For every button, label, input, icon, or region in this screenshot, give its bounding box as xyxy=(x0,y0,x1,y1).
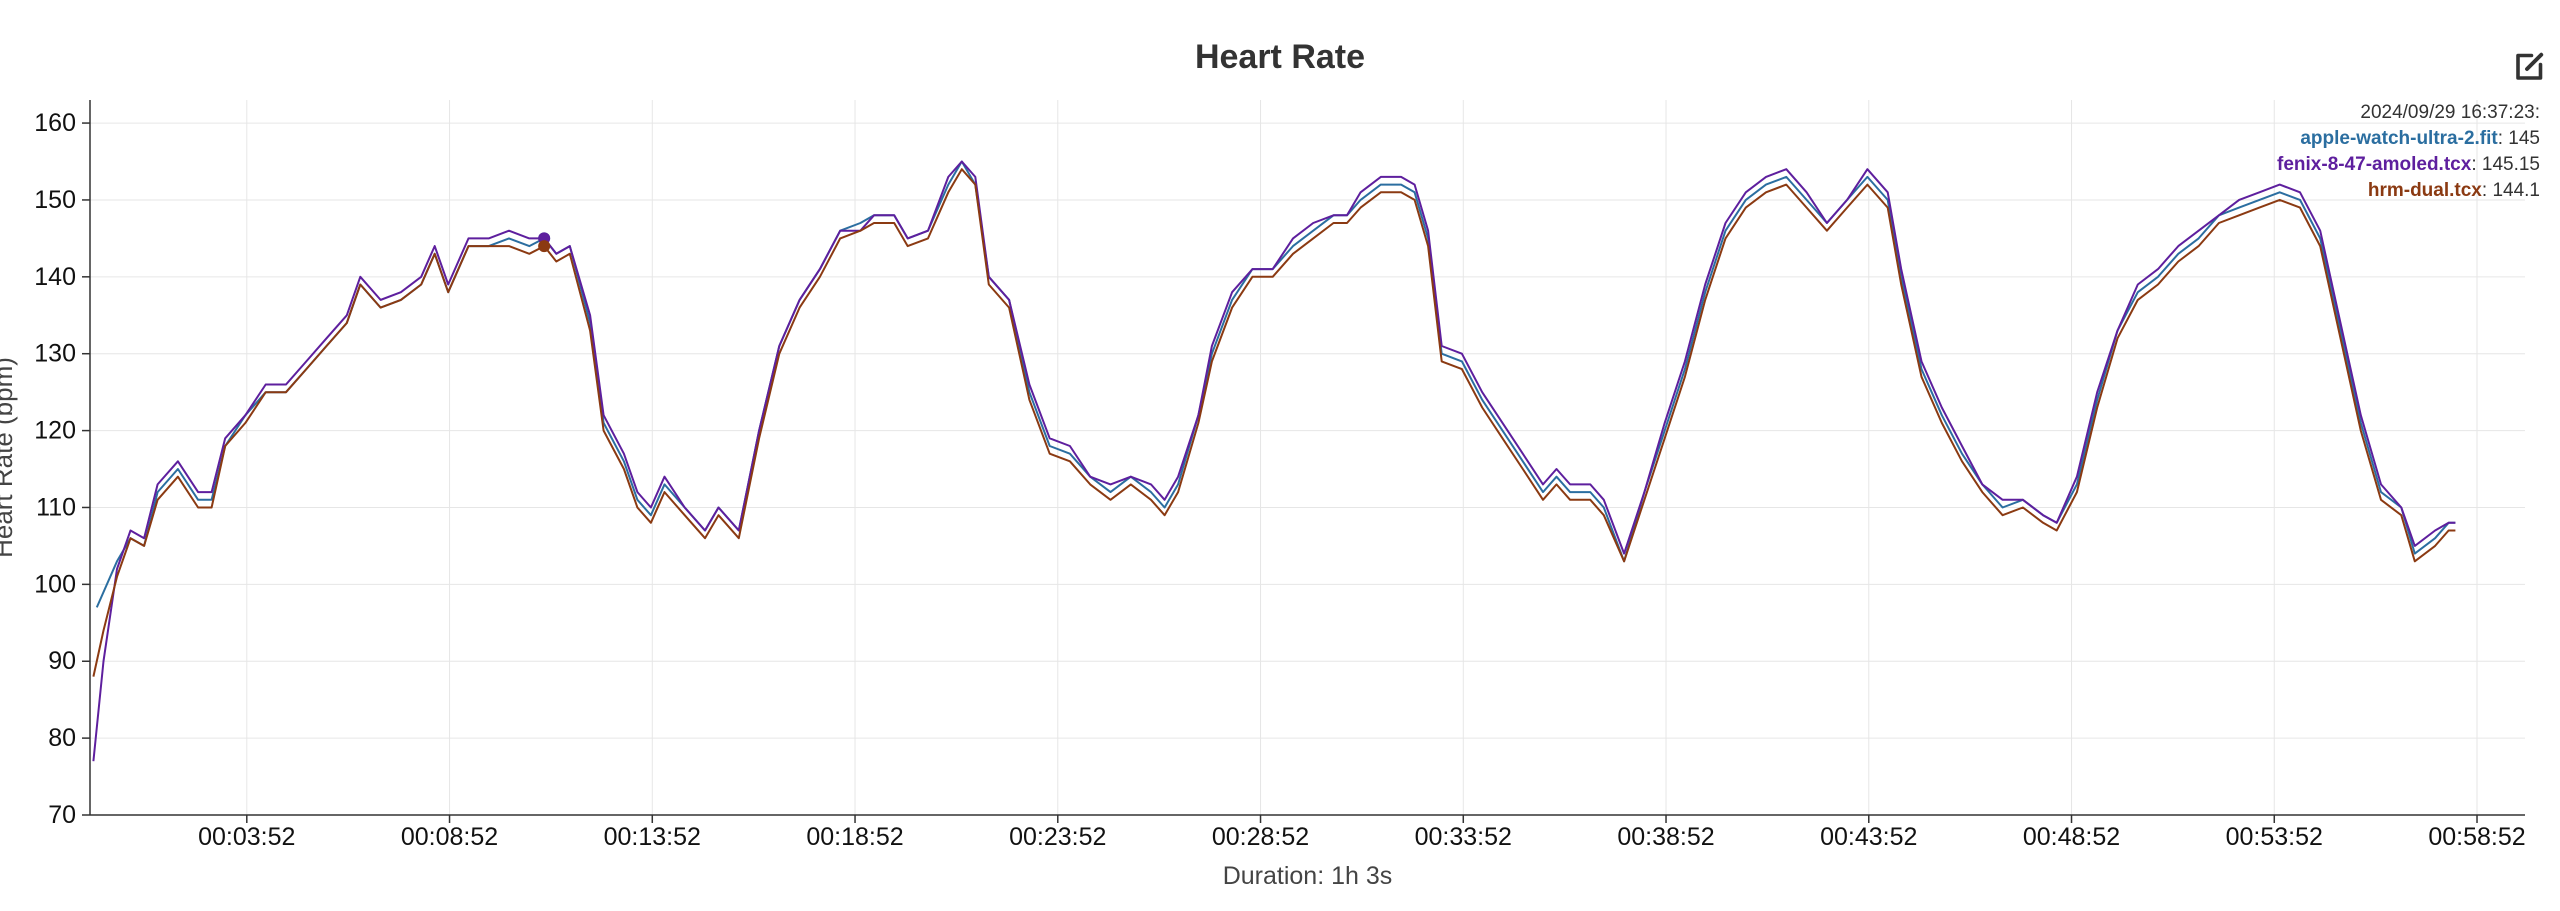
y-tick-label: 150 xyxy=(34,186,76,214)
x-tick-label: 00:58:52 xyxy=(2428,823,2525,851)
x-tick-label: 00:23:52 xyxy=(1009,823,1106,851)
y-tick-label: 70 xyxy=(48,801,76,829)
y-axis-label: Heart Rate (bpm) xyxy=(0,357,18,558)
legend-series-value: 145 xyxy=(2508,128,2540,149)
x-tick-label: 00:48:52 xyxy=(2023,823,2120,851)
x-tick-label: 00:08:52 xyxy=(401,823,498,851)
x-tick-label: 00:38:52 xyxy=(1617,823,1714,851)
x-tick-label: 00:13:52 xyxy=(604,823,701,851)
legend-item[interactable]: hrm-dual.tcx: 144.1 xyxy=(2367,180,2540,201)
legend-series-value: 145.15 xyxy=(2481,154,2540,175)
y-tick-label: 120 xyxy=(34,417,76,445)
x-tick-label: 00:03:52 xyxy=(198,823,295,851)
y-tick-label: 80 xyxy=(48,724,76,752)
x-tick-label: 00:28:52 xyxy=(1212,823,1309,851)
hover-marker xyxy=(538,240,551,253)
x-tick-label: 00:33:52 xyxy=(1415,823,1512,851)
legend-item[interactable]: fenix-8-47-amoled.tcx: 145.15 xyxy=(2277,154,2540,175)
y-tick-label: 90 xyxy=(48,647,76,675)
legend: 2024/09/29 16:37:23: apple-watch-ultra-2… xyxy=(2277,100,2540,204)
x-tick-label: 00:18:52 xyxy=(806,823,903,851)
y-tick-label: 160 xyxy=(34,109,76,137)
y-tick-label: 140 xyxy=(34,263,76,291)
y-tick-label: 100 xyxy=(34,570,76,598)
series-line xyxy=(95,160,2456,608)
edit-square-icon[interactable] xyxy=(2512,48,2548,84)
legend-timestamp: 2024/09/29 16:37:23: xyxy=(2360,102,2540,123)
series-line xyxy=(92,160,2456,762)
chart-title: Heart Rate xyxy=(1194,38,1366,76)
legend-series-name: fenix-8-47-amoled.tcx xyxy=(2277,154,2472,175)
legend-item[interactable]: apple-watch-ultra-2.fit: 145 xyxy=(2300,128,2540,149)
y-tick-label: 110 xyxy=(36,493,76,521)
legend-series-value: 144.1 xyxy=(2492,180,2540,201)
x-tick-label: 00:53:52 xyxy=(2226,823,2323,851)
legend-series-name: apple-watch-ultra-2.fit xyxy=(2300,128,2498,149)
x-tick-label: 00:43:52 xyxy=(1820,823,1917,851)
series-line xyxy=(92,168,2456,677)
y-tick-label: 130 xyxy=(34,340,76,368)
x-axis-label: Duration: 1h 3s xyxy=(1223,862,1393,890)
legend-series-name: hrm-dual.tcx xyxy=(2367,180,2482,201)
